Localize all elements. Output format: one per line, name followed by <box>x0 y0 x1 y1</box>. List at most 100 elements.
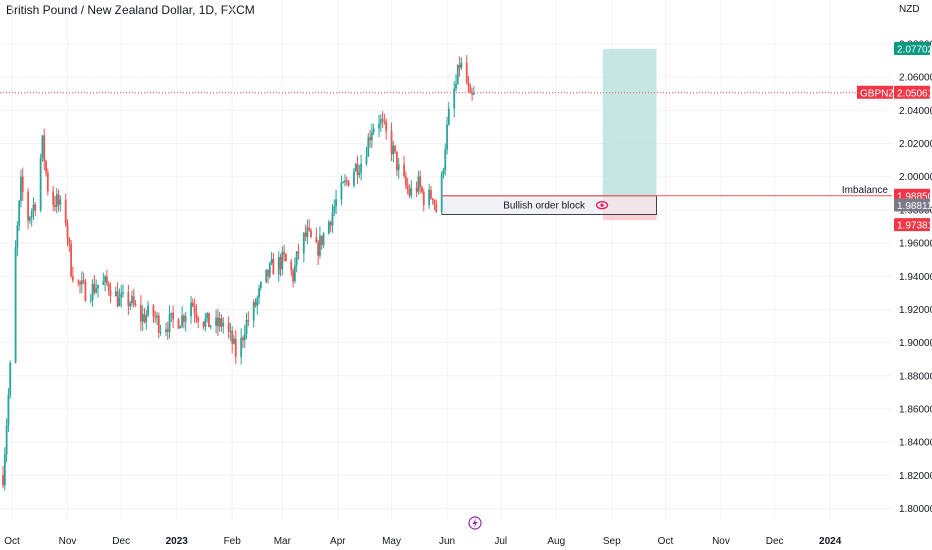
position-zones[interactable] <box>441 48 657 221</box>
candle-body <box>27 191 30 221</box>
candle-body <box>116 291 119 307</box>
candle-body <box>283 251 286 255</box>
candle-body <box>52 191 55 205</box>
eye-icon-outline <box>595 200 609 210</box>
stop-price-badge[interactable]: 1.97381 <box>894 218 932 232</box>
price-tick-label: 1.82000 <box>899 471 932 482</box>
candle-body <box>84 281 87 301</box>
candle-body <box>465 62 468 83</box>
candle-body <box>419 176 422 188</box>
eye-icon[interactable] <box>595 200 609 210</box>
price-tick-label: 1.84000 <box>899 438 932 449</box>
price-tick-label: 2.02000 <box>899 139 932 150</box>
candle-body <box>469 86 472 94</box>
candle-body <box>218 318 221 327</box>
candle-body <box>265 269 268 283</box>
target-price-badge-bg <box>894 41 930 55</box>
candle-body <box>122 292 124 294</box>
candle-body <box>293 265 296 282</box>
time-tick-label: Feb <box>224 536 242 547</box>
overlays: Bullish order block Imbalance GBPNZD <box>0 85 902 212</box>
candle-body <box>302 232 305 254</box>
candle-body <box>141 314 144 322</box>
candle-body <box>329 221 332 226</box>
price-tick-label: 1.90000 <box>899 338 932 349</box>
candle-body <box>193 306 196 314</box>
candle-body <box>145 315 148 323</box>
flash-icon-ring <box>468 516 482 530</box>
imbalance-label: Imbalance <box>842 185 889 196</box>
candle-body <box>46 172 49 192</box>
candle-body <box>333 206 336 213</box>
price-tick-label: 1.86000 <box>899 404 932 415</box>
time-tick-label: Aug <box>547 536 565 547</box>
candle-body <box>240 337 243 357</box>
candle-body <box>134 304 137 306</box>
candle-body <box>70 243 72 277</box>
candle-body <box>165 329 167 332</box>
target-price-badge[interactable]: 2.07702 <box>894 41 932 56</box>
candle-body <box>360 163 363 173</box>
candle-body <box>168 314 171 332</box>
candle-body <box>331 212 334 226</box>
flash-icon[interactable] <box>468 516 482 530</box>
candle-body <box>45 161 47 173</box>
candle-body <box>342 182 345 184</box>
time-tick-label: Jun <box>439 536 455 547</box>
candle-body <box>29 217 31 221</box>
candle-body <box>109 290 112 297</box>
candle-body <box>270 259 273 264</box>
price-tick-label: 1.80000 <box>899 504 932 515</box>
candle-body <box>182 315 185 322</box>
time-tick-label: Nov <box>59 536 77 547</box>
candle-body <box>335 199 337 207</box>
candle-body <box>310 229 312 238</box>
candle-body <box>131 296 133 304</box>
candle-body <box>209 325 212 328</box>
candle-body <box>91 283 94 301</box>
last-price-badge[interactable]: 2.05061 <box>894 85 932 100</box>
price-tick-label: 2.06000 <box>899 73 932 84</box>
candle-body <box>5 425 8 455</box>
candles <box>2 55 475 491</box>
last-price-badge-text: 2.05061 <box>897 88 932 99</box>
candle-body <box>170 312 173 315</box>
candle-body <box>345 180 348 182</box>
candle-body <box>222 322 225 327</box>
candle-body <box>9 362 12 395</box>
candle-body <box>105 276 108 284</box>
candle-body <box>365 156 368 164</box>
symbol-badge-bg <box>857 85 893 99</box>
eye-icon-pupil <box>600 203 604 207</box>
candle-body <box>97 284 99 289</box>
time-tick-label: 2023 <box>166 536 189 547</box>
symbol-badge[interactable]: GBPNZD <box>857 85 902 100</box>
time-tick-label: Jul <box>494 536 507 547</box>
target-zone[interactable] <box>602 48 657 197</box>
candle-body <box>95 288 98 293</box>
candle-body <box>89 300 92 302</box>
price-axis[interactable]: 2.080002.060002.040002.020002.000001.980… <box>894 4 932 515</box>
candle-body <box>20 176 22 202</box>
candle-body <box>383 120 386 122</box>
symbol-badge-text: GBPNZD <box>860 88 902 99</box>
entry-price-badge[interactable]: 1.98811 <box>894 198 932 212</box>
time-axis[interactable]: Oct Nov Dec 2023 Feb Mar Apr May Jun Jul Aug Sep Oct… <box>4 516 842 547</box>
candle-body <box>353 171 355 186</box>
candle-body <box>347 180 350 186</box>
candle-body <box>435 204 438 212</box>
candle-body <box>306 227 309 237</box>
candle-body <box>397 164 400 171</box>
candle-body <box>184 316 187 322</box>
candle-body <box>369 137 371 141</box>
target-price-badge-text: 2.07702 <box>897 44 932 55</box>
candle-body <box>118 297 121 307</box>
candle-body <box>143 314 146 323</box>
candle-body <box>295 251 298 266</box>
candle-body <box>317 242 320 256</box>
candle-body <box>204 318 207 327</box>
candle-body <box>354 163 357 172</box>
candle-body <box>290 261 293 271</box>
candle-body <box>208 312 210 328</box>
